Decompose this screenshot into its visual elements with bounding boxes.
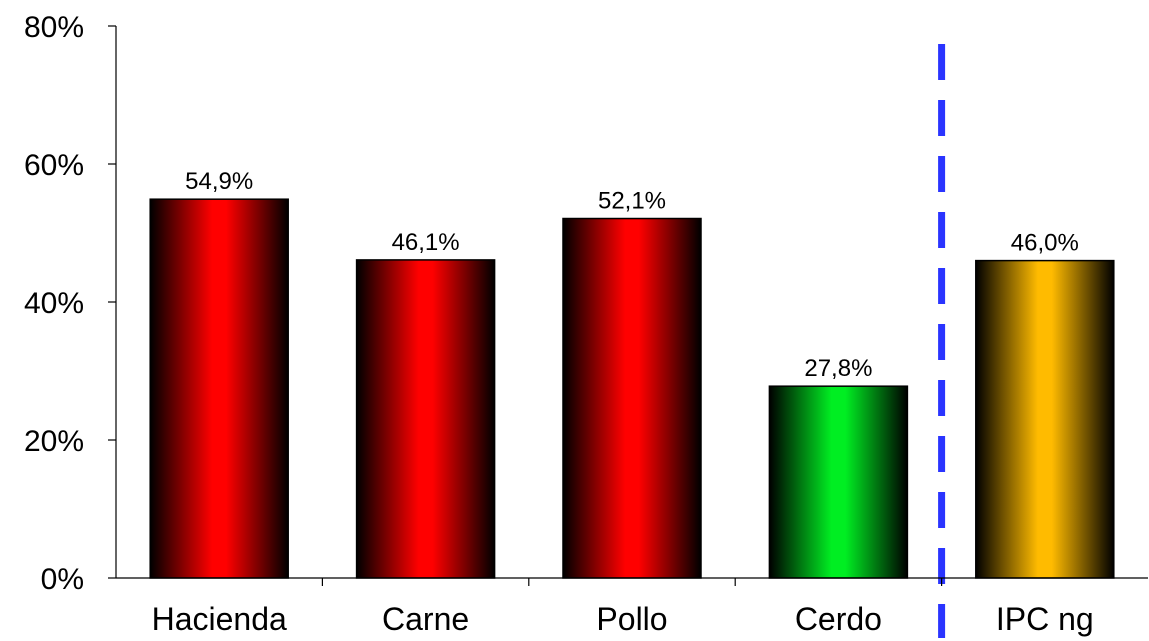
bar-ipc-ng xyxy=(975,259,1115,579)
labels: 54,9% Hacienda 46,1% Carne 52,1% Pollo 27,8% Ce… xyxy=(24,11,1094,637)
bar-carne xyxy=(355,259,496,579)
axes xyxy=(108,25,1148,586)
data-label: 27,8% xyxy=(804,355,872,382)
bars xyxy=(149,198,1115,579)
category-label: IPC ng xyxy=(996,601,1094,637)
bar-pollo xyxy=(562,217,702,579)
category-label: Hacienda xyxy=(152,601,287,637)
y-tick-label: 60% xyxy=(24,149,84,182)
data-label: 54,9% xyxy=(185,168,253,195)
y-tick-label: 0% xyxy=(41,563,84,596)
category-label: Carne xyxy=(382,601,469,637)
y-tick-label: 40% xyxy=(24,287,84,320)
data-label: 52,1% xyxy=(598,188,666,215)
category-label: Cerdo xyxy=(795,601,882,637)
y-tick-label: 80% xyxy=(24,11,84,44)
y-tick-label: 20% xyxy=(24,425,84,458)
bar-hacienda xyxy=(149,198,289,579)
bar-cerdo xyxy=(768,385,909,579)
category-label: Pollo xyxy=(596,601,667,637)
data-label: 46,0% xyxy=(1011,230,1079,257)
data-label: 46,1% xyxy=(392,229,460,256)
